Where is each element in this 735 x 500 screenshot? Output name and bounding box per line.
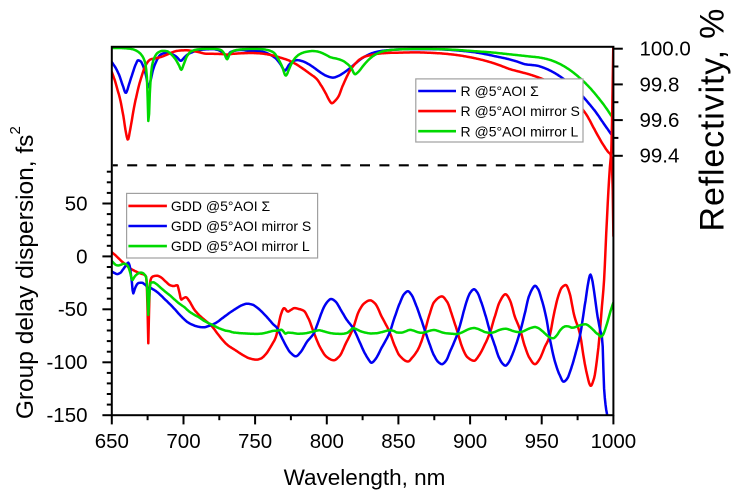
svg-text:R @5°AOI mirror S: R @5°AOI mirror S	[461, 103, 580, 119]
svg-text:950: 950	[525, 430, 559, 453]
svg-text:850: 850	[381, 430, 415, 453]
svg-text:-100: -100	[46, 351, 87, 374]
svg-text:100.0: 100.0	[640, 38, 691, 61]
svg-text:GDD @5°AOI mirror L: GDD @5°AOI mirror L	[171, 238, 310, 254]
svg-text:-150: -150	[46, 404, 87, 427]
svg-text:99.8: 99.8	[640, 73, 680, 96]
svg-text:650: 650	[95, 430, 129, 453]
svg-text:99.4: 99.4	[640, 145, 680, 168]
svg-text:Group delay dispersion, fs2: Group delay dispersion, fs2	[7, 126, 39, 419]
svg-text:Wavelength, nm: Wavelength, nm	[284, 465, 446, 490]
svg-text:800: 800	[310, 430, 344, 453]
svg-text:900: 900	[453, 430, 487, 453]
svg-text:99.6: 99.6	[640, 109, 680, 132]
svg-text:R @5°AOI mirror L: R @5°AOI mirror L	[461, 123, 579, 139]
svg-text:Reflectivity, %: Reflectivity, %	[694, 8, 732, 232]
svg-text:R @5°AOI Σ: R @5°AOI Σ	[461, 83, 540, 99]
svg-text:0: 0	[76, 245, 87, 268]
svg-text:GDD @5°AOI Σ: GDD @5°AOI Σ	[171, 198, 271, 214]
svg-text:750: 750	[238, 430, 272, 453]
svg-text:1000: 1000	[591, 430, 637, 453]
svg-text:-50: -50	[58, 298, 88, 321]
svg-text:GDD @5°AOI mirror S: GDD @5°AOI mirror S	[171, 218, 311, 234]
svg-text:50: 50	[65, 192, 88, 215]
svg-text:700: 700	[166, 430, 200, 453]
